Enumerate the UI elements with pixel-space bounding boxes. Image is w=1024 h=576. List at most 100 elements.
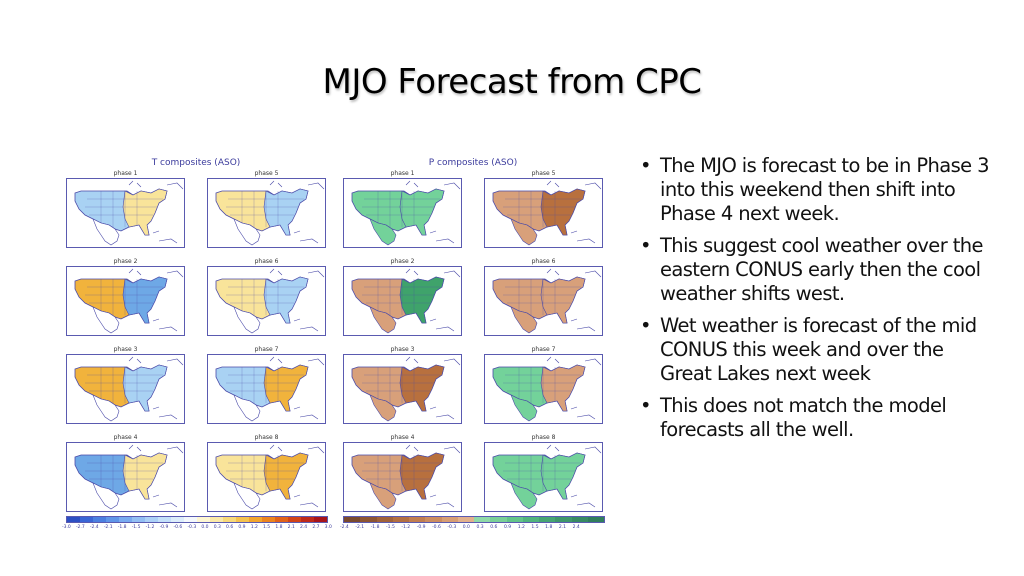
p-colorbar-segment	[571, 517, 588, 522]
mexico-region	[510, 482, 538, 510]
bullet-item: • This does not match the model forecasts…	[638, 394, 998, 442]
coastline-features	[405, 444, 461, 508]
bullet-icon: •	[640, 394, 652, 417]
mexico-region	[92, 306, 120, 334]
map-svg	[492, 356, 602, 422]
bullet-text: This does not match the model forecasts …	[660, 394, 947, 441]
p-map-panel	[484, 266, 603, 336]
conus-east-region	[122, 364, 168, 412]
p-colorbar-tick: 2.4	[572, 525, 580, 530]
p-colorbar-tick: 0.0	[462, 525, 470, 530]
t-phase-label: phase 4	[113, 434, 138, 441]
p-map-panel	[484, 442, 603, 512]
p-phase-label: phase 2	[390, 258, 415, 265]
mexico-region	[510, 218, 538, 246]
t-colorbar-tick: 0.3	[213, 525, 221, 530]
p-colorbar-segment	[587, 517, 604, 522]
t-colorbar-segment	[275, 517, 288, 522]
mexico-region	[233, 394, 261, 422]
p-map-panel	[484, 354, 603, 424]
conus-east-region	[122, 188, 168, 236]
p-colorbar-ticks: -2.4 -2.1 -1.8 -1.5 -1.2 -0.9 -0.6 -0.3 0.0 0.3 0.…	[340, 525, 580, 530]
state-borders	[85, 191, 163, 227]
t-map-panel	[207, 442, 326, 512]
conus-east-region	[122, 276, 168, 324]
map-svg	[74, 444, 184, 510]
t-colorbar-tick: -2.7	[75, 525, 85, 530]
map-svg	[351, 356, 461, 422]
t-phase-label: phase 2	[113, 258, 138, 265]
t-colorbar-tick: 1.8	[275, 525, 283, 530]
t-phase-label: phase 3	[113, 346, 138, 353]
state-borders	[362, 279, 440, 315]
p-colorbar-segment	[376, 517, 393, 522]
t-colorbar-segment	[249, 517, 262, 522]
mexico-region	[369, 482, 397, 510]
p-colorbar-tick: -0.3	[447, 525, 457, 530]
state-borders	[226, 279, 304, 315]
p-colorbar-tick: 2.1	[558, 525, 567, 530]
p-colorbar-segment	[539, 517, 556, 522]
t-colorbar-tick: -2.1	[103, 525, 113, 530]
p-map-panel	[343, 442, 462, 512]
p-phase-label: phase 5	[531, 170, 556, 177]
t-colorbar-tick: 3.0	[324, 525, 332, 530]
conus-east-region	[399, 276, 445, 324]
t-phase-label: phase 1	[113, 170, 138, 177]
t-phase-label: phase 5	[254, 170, 279, 177]
p-phase-label: phase 8	[531, 434, 556, 441]
state-borders	[226, 455, 304, 491]
t-colorbar-segment	[301, 517, 314, 522]
coastline-features	[128, 444, 184, 508]
t-colorbar-segment	[67, 517, 80, 522]
conus-east-region	[263, 188, 309, 236]
p-figure-title: P composites (ASO)	[428, 158, 518, 168]
t-map-panel	[66, 266, 185, 336]
state-borders	[226, 367, 304, 403]
p-colorbar-segment	[506, 517, 523, 522]
conus-east-region	[540, 364, 586, 412]
t-colorbar-tick: 1.2	[250, 525, 258, 530]
state-borders	[362, 455, 440, 491]
state-borders	[503, 367, 581, 403]
coastline-features	[546, 356, 602, 420]
t-colorbar-segment	[106, 517, 119, 522]
t-map-panel	[207, 354, 326, 424]
bullet-text: Wet weather is forecast of the mid CONUS…	[660, 314, 977, 385]
t-colorbar	[66, 516, 328, 523]
t-colorbar-segment	[262, 517, 275, 522]
t-phase-label: phase 7	[254, 346, 279, 353]
p-colorbar-segment	[441, 517, 458, 522]
coastline-features	[546, 180, 602, 244]
state-borders	[503, 455, 581, 491]
p-map-panel	[484, 178, 603, 248]
p-colorbar-segment	[409, 517, 426, 522]
p-colorbar-segment	[555, 517, 572, 522]
bullet-list: • The MJO is forecast to be in Phase 3 in…	[638, 154, 998, 450]
p-phase-label: phase 3	[390, 346, 415, 353]
map-svg	[351, 180, 461, 246]
t-colorbar-segment	[197, 517, 210, 522]
p-colorbar-segment	[457, 517, 474, 522]
t-colorbar-segment	[288, 517, 301, 522]
mexico-region	[369, 218, 397, 246]
t-colorbar-tick: -0.9	[159, 525, 169, 530]
t-colorbar-segment	[223, 517, 236, 522]
conus-east-region	[399, 188, 445, 236]
mexico-region	[92, 482, 120, 510]
mexico-region	[369, 306, 397, 334]
t-colorbar-segment	[171, 517, 184, 522]
p-colorbar-tick: -1.8	[370, 525, 380, 530]
state-borders	[85, 455, 163, 491]
map-svg	[492, 444, 602, 510]
coastline-features	[128, 356, 184, 420]
mexico-region	[369, 394, 397, 422]
mexico-region	[510, 306, 538, 334]
t-colorbar-tick: 0.0	[201, 525, 209, 530]
t-colorbar-segment	[236, 517, 249, 522]
p-colorbar-segment	[522, 517, 539, 522]
t-figure-title: T composites (ASO)	[151, 158, 241, 168]
t-colorbar-tick: 2.1	[287, 525, 295, 530]
mexico-region	[92, 218, 120, 246]
p-colorbar-segment	[360, 517, 377, 522]
